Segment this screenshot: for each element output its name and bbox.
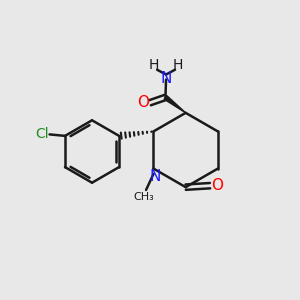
Text: N: N [149,169,161,184]
Polygon shape [164,96,186,113]
Text: H: H [173,58,183,72]
Text: N: N [160,70,172,86]
Text: O: O [137,95,149,110]
Text: O: O [211,178,223,193]
Text: CH₃: CH₃ [133,192,154,203]
Text: H: H [149,58,159,72]
Text: Cl: Cl [35,128,49,141]
